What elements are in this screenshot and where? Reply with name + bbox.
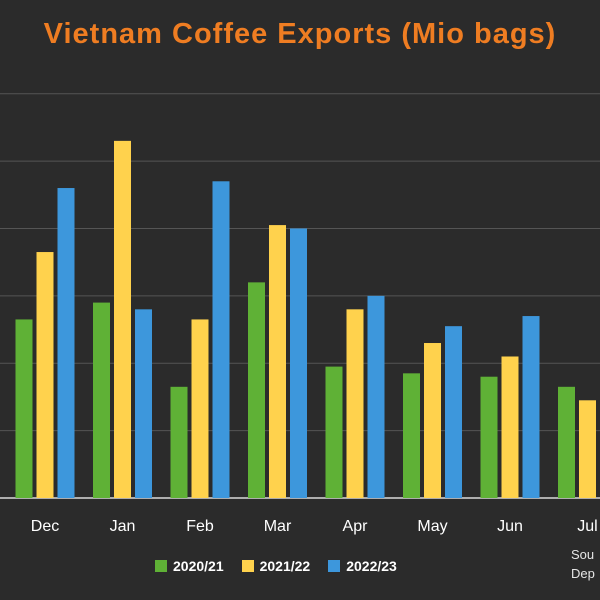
bar-jan-series-1 (114, 140, 131, 498)
bar-jan-series-0 (93, 302, 110, 498)
bar-dec-series-1 (36, 252, 54, 498)
bar-dec-series-0 (15, 319, 33, 498)
bar-feb-series-0 (170, 386, 188, 498)
bar-may-series-2 (445, 326, 462, 498)
legend: 2020/21 2021/22 2022/23 (155, 555, 397, 577)
bar-mar-series-0 (248, 282, 265, 498)
x-tick-label-mar: Mar (264, 518, 292, 535)
legend-swatch-series-0 (155, 560, 167, 572)
bar-may-series-0 (403, 373, 420, 498)
bar-apr-series-1 (346, 309, 364, 498)
bar-mar-series-1 (269, 225, 286, 499)
bar-feb-series-1 (191, 319, 209, 498)
x-tick-label-jun: Jun (497, 518, 523, 535)
bars (15, 140, 596, 499)
legend-swatch-series-1 (241, 560, 254, 572)
x-tick-label-may: May (417, 518, 447, 535)
bar-jan-series-2 (135, 309, 152, 498)
bar-apr-series-2 (367, 295, 385, 498)
x-tick-label-apr: Apr (343, 518, 369, 535)
bar-may-series-1 (424, 343, 441, 498)
legend-swatch-series-2 (328, 560, 341, 572)
bar-apr-series-0 (325, 366, 343, 498)
x-tick-label-feb: Feb (186, 518, 214, 535)
bar-feb-series-2 (212, 181, 230, 499)
bar-mar-series-2 (290, 228, 307, 498)
x-tick-label-jan: Jan (110, 518, 136, 535)
bar-dec-series-2 (57, 188, 75, 498)
x-axis: Dec Jan Feb Mar Apr May Jun Jul (31, 518, 598, 535)
legend-item-series-1: 2021/22 (241, 558, 311, 574)
legend-label-series-0: 2020/21 (173, 558, 224, 574)
bar-jun-series-0 (480, 376, 498, 498)
bar-jul-series-1 (579, 400, 596, 498)
x-tick-label-jul: Jul (577, 518, 597, 535)
bar-jun-series-2 (522, 316, 540, 498)
legend-item-series-2: 2022/23 (328, 558, 397, 574)
chart-title: Vietnam Coffee Exports (Mio bags) (43, 18, 557, 50)
legend-label-series-1: 2021/22 (259, 558, 311, 574)
legend-item-series-0: 2020/21 (155, 558, 224, 574)
source-note: Sou Dep (571, 547, 595, 581)
bar-jul-series-0 (558, 386, 575, 498)
legend-label-series-2: 2022/23 (346, 558, 397, 574)
bar-jun-series-1 (501, 356, 519, 498)
x-tick-label-dec: Dec (31, 518, 59, 535)
